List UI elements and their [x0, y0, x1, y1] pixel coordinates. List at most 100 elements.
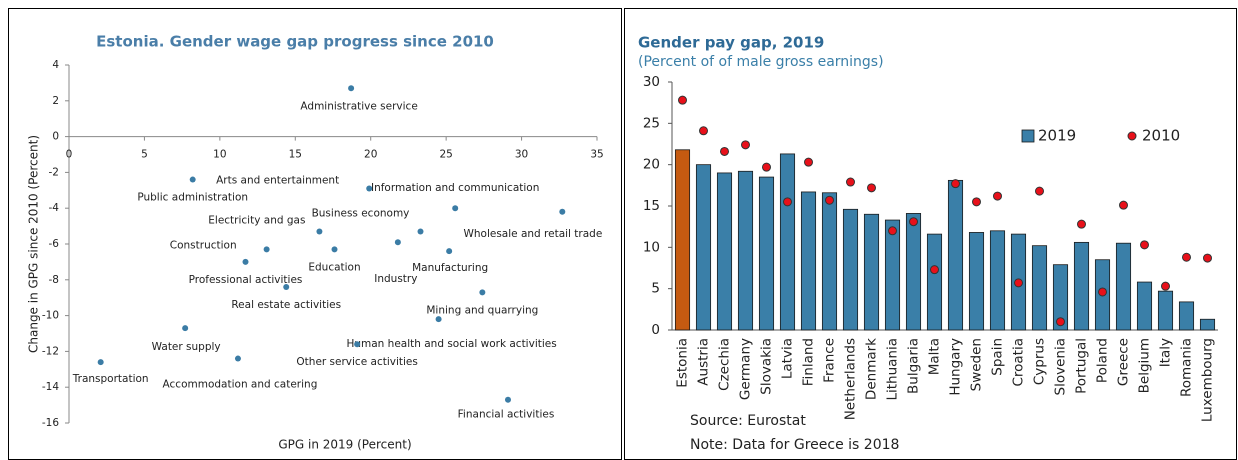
dot: [804, 157, 813, 167]
dot: [1140, 240, 1149, 250]
bar: [1115, 242, 1132, 331]
legend-label: 2010: [1142, 127, 1180, 145]
point-label: Human health and social work activities: [346, 338, 556, 350]
x-tick-label: Poland: [1095, 338, 1111, 383]
bar: [737, 170, 754, 331]
y-tick-label: 2: [52, 95, 59, 107]
x-tick-label: 15: [289, 149, 302, 161]
point: [263, 246, 270, 253]
bar: [695, 164, 712, 331]
point-label: Accommodation and catering: [163, 379, 318, 391]
y-tick-label: 0: [651, 322, 660, 338]
dot: [1056, 317, 1065, 327]
point: [234, 355, 241, 362]
point-label: Construction: [170, 239, 237, 251]
y-tick-label: -6: [49, 238, 60, 250]
point-label: Real estate activities: [231, 299, 341, 311]
point: [182, 325, 189, 332]
x-tick-label: Germany: [738, 338, 754, 400]
y-tick-label: -4: [49, 202, 60, 214]
point: [242, 258, 249, 265]
point-label: Manufacturing: [412, 262, 488, 274]
note: Note: Data for Greece is 2018: [690, 437, 899, 453]
y-tick-label: 4: [52, 59, 59, 71]
x-tick-label: Austria: [696, 338, 712, 386]
y-tick-label: -14: [42, 381, 59, 393]
x-tick-label: Luxembourg: [1200, 338, 1216, 422]
chart-title: Gender pay gap, 2019: [638, 34, 824, 52]
legend-swatch: [1127, 131, 1137, 141]
y-tick-label: -12: [42, 345, 59, 357]
x-tick-label: 5: [141, 149, 148, 161]
point-label: Other service activities: [296, 356, 417, 368]
bar: [1052, 264, 1069, 331]
x-tick-label: Slovenia: [1053, 338, 1069, 395]
dot: [1119, 200, 1128, 210]
bar: [1157, 290, 1174, 331]
point: [417, 228, 424, 235]
bar: [968, 232, 985, 331]
x-tick-label: Bulgaria: [906, 338, 922, 394]
point-label: Water supply: [152, 341, 221, 353]
y-tick-label: 20: [643, 157, 660, 173]
y-tick-label: -2: [49, 166, 59, 178]
bar: [989, 230, 1006, 331]
y-tick-label: 0: [52, 131, 59, 143]
dot: [720, 146, 729, 156]
x-tick-label: Denmark: [864, 338, 880, 400]
point-label: Business economy: [312, 207, 410, 219]
dot: [972, 197, 981, 207]
bar: [863, 213, 880, 331]
dot: [1203, 253, 1212, 263]
point: [354, 341, 361, 348]
x-axis-label: GPG in 2019 (Percent): [278, 438, 411, 452]
x-tick-label: Greece: [1116, 338, 1132, 386]
point: [366, 185, 373, 192]
dot: [993, 191, 1002, 201]
dot: [867, 183, 876, 193]
point-label: Information and communication: [371, 182, 539, 194]
dot: [678, 95, 687, 105]
chart-subtitle: (Percent of of male gross earnings): [638, 54, 884, 70]
point-label: Electricity and gas: [208, 214, 305, 226]
dot: [741, 140, 750, 150]
x-tick-label: 25: [439, 149, 452, 161]
dot: [930, 265, 939, 275]
point: [331, 246, 338, 253]
point: [446, 248, 453, 255]
bar: [1136, 281, 1153, 331]
bar: [1073, 241, 1090, 331]
bar: [947, 179, 964, 331]
y-tick-label: 10: [643, 239, 660, 255]
point: [283, 283, 290, 290]
x-tick-label: Romania: [1179, 338, 1195, 397]
x-tick-label: Malta: [927, 338, 943, 375]
bar: [1199, 318, 1216, 331]
dot: [699, 126, 708, 136]
x-tick-label: Latvia: [780, 338, 796, 379]
bar: [1178, 301, 1195, 331]
dot: [1161, 281, 1170, 291]
x-tick-label: Belgium: [1137, 338, 1153, 393]
point: [348, 85, 355, 92]
legend-label: 2019: [1038, 127, 1076, 145]
point-label: Transportation: [72, 373, 149, 385]
y-axis-label: Change in GPG since 2010 (Percent): [27, 135, 41, 353]
dot: [762, 162, 771, 172]
x-tick-label: Sweden: [969, 338, 985, 391]
point: [316, 228, 323, 235]
x-tick-label: Estonia: [675, 338, 691, 388]
bar: [779, 153, 796, 331]
dot: [846, 177, 855, 187]
y-tick-label: -16: [42, 417, 59, 429]
dot: [783, 197, 792, 207]
bar: [1031, 245, 1048, 331]
bar: [842, 208, 859, 331]
bar: [674, 149, 691, 331]
point-label: Education: [308, 261, 360, 273]
chart-title: Estonia. Gender wage gap progress since …: [96, 33, 494, 51]
legend-swatch: [1021, 129, 1035, 143]
note: Source: Eurostat: [690, 413, 806, 429]
point-label: Mining and quarrying: [426, 304, 538, 316]
